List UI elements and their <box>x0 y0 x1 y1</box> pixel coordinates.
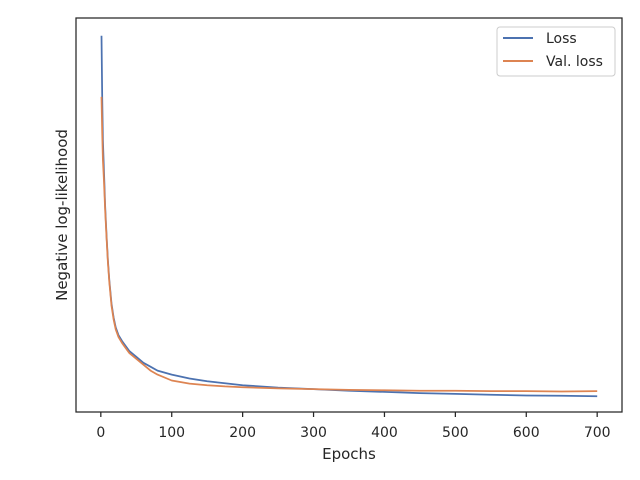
x-tick-label: 0 <box>96 425 105 441</box>
series-layer <box>100 35 598 398</box>
plot-area <box>76 18 622 412</box>
legend: Loss Val. loss <box>496 26 616 77</box>
series-line-val-loss <box>100 96 598 393</box>
plot-frame <box>75 17 623 413</box>
x-tick-label: 600 <box>513 425 540 441</box>
x-tick-label: 100 <box>158 425 185 441</box>
x-tick-label: 400 <box>371 425 398 441</box>
y-axis-label: Negative log-likelihood <box>53 129 71 301</box>
legend-label-val-loss: Val. loss <box>546 54 603 70</box>
x-axis: 0 100 200 300 400 500 600 700 <box>96 412 611 441</box>
legend-frame <box>496 26 616 77</box>
x-tick-label: 500 <box>442 425 469 441</box>
x-tick-label: 200 <box>229 425 256 441</box>
x-tick-label: 700 <box>584 425 611 441</box>
legend-label-loss: Loss <box>546 31 577 47</box>
x-tick-label: 300 <box>300 425 327 441</box>
x-axis-label: Epochs <box>322 445 376 463</box>
